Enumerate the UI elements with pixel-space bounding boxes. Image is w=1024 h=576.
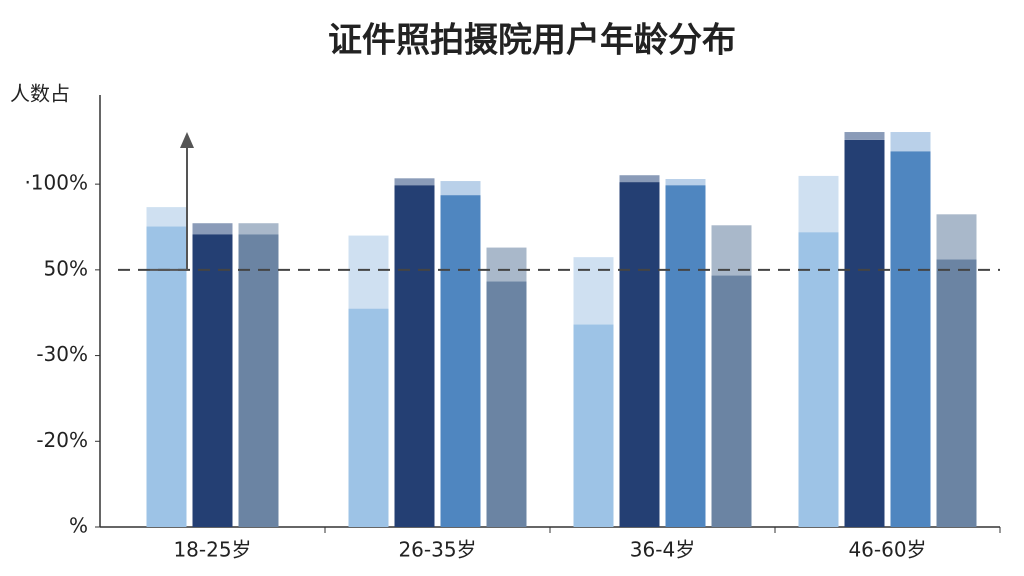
- bar-segment: [440, 195, 481, 527]
- bar-segment: [348, 235, 389, 309]
- y-tick-label: ·100%: [24, 171, 88, 195]
- bar-segment: [146, 226, 187, 528]
- bar-segment: [394, 178, 435, 186]
- bar-segment: [486, 247, 527, 282]
- bar-segment: [890, 132, 931, 152]
- bar-segment: [798, 232, 839, 527]
- bar-segment: [238, 223, 279, 235]
- bar-segment: [665, 179, 706, 186]
- x-tick-label: 26-35岁: [398, 538, 476, 562]
- bar-segment: [665, 185, 706, 527]
- bar-segment: [192, 223, 233, 235]
- bar-segment: [844, 132, 885, 140]
- bar-segment: [844, 139, 885, 527]
- bar-segment: [711, 275, 752, 527]
- bar-segment: [440, 181, 481, 196]
- bar-segment: [711, 225, 752, 276]
- bar-segment: [890, 151, 931, 527]
- bar-segment: [238, 234, 279, 527]
- bar-segment: [348, 308, 389, 527]
- bar-segment: [486, 281, 527, 527]
- chart-title: 证件照拍摄院用户年龄分布: [328, 21, 736, 61]
- bar-segment: [798, 175, 839, 233]
- y-axis-label: 人数占: [10, 82, 70, 106]
- bar-segment: [146, 207, 187, 227]
- bar-segment: [573, 324, 614, 527]
- x-tick-label: 18-25岁: [173, 538, 251, 562]
- bar-segment: [192, 234, 233, 527]
- y-tick-label: 50%: [44, 256, 88, 280]
- bar-segment: [619, 182, 660, 528]
- x-tick-label: 36-4岁: [630, 538, 695, 562]
- bar-segment: [936, 259, 977, 527]
- x-tick-label: 46-60岁: [848, 538, 926, 562]
- y-tick-label: %: [69, 514, 88, 538]
- bar-segment: [573, 257, 614, 325]
- bar-segment: [394, 185, 435, 527]
- bar-segment: [619, 175, 660, 183]
- y-tick-label: -30%: [36, 342, 88, 366]
- arrow-head: [180, 132, 194, 148]
- y-tick-label: -20%: [36, 428, 88, 452]
- bar-segment: [936, 214, 977, 260]
